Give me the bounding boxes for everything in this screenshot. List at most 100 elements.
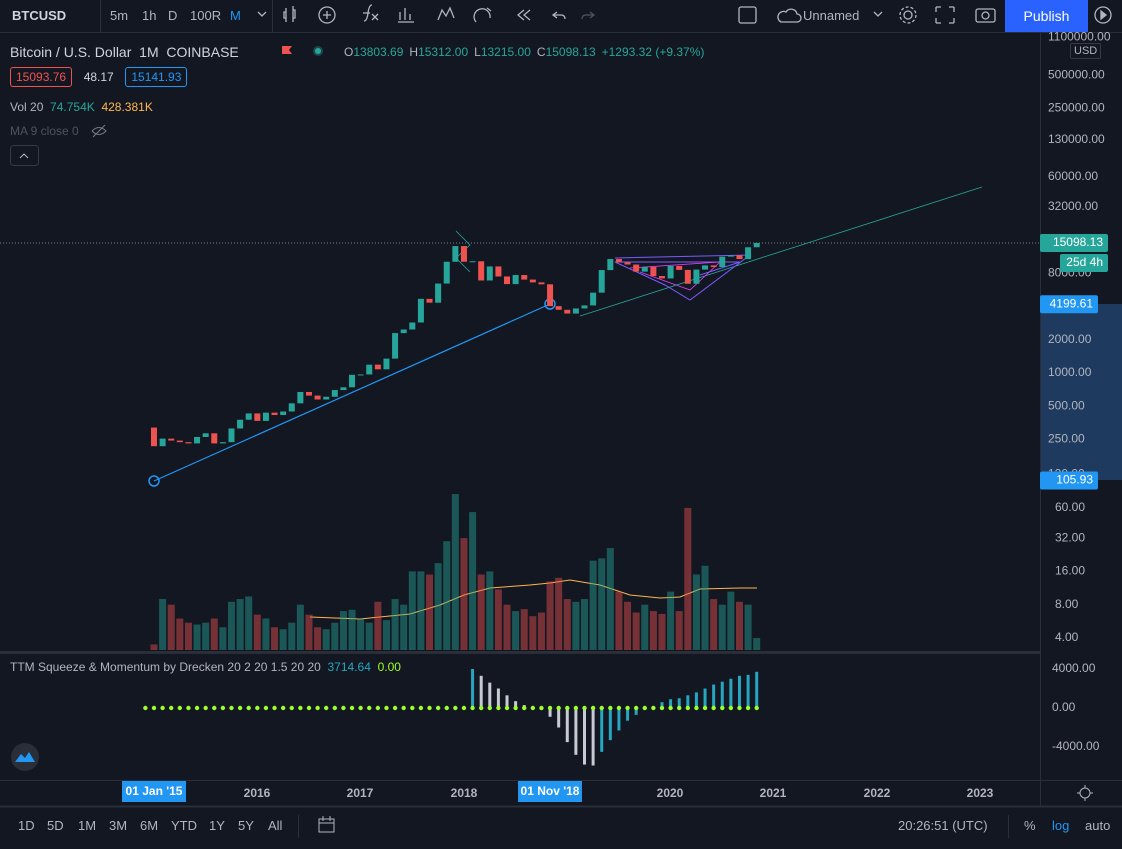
momentum-bar (557, 708, 561, 728)
status-dot (315, 48, 321, 54)
range-button[interactable]: YTD (171, 818, 197, 833)
price-tick-label: 250000.00 (1048, 101, 1105, 115)
interval-button[interactable]: 5m (110, 8, 129, 23)
legend-title: Bitcoin / U.S. Dollar 1M COINBASE (10, 44, 239, 60)
range-button[interactable]: 1D (18, 818, 35, 833)
squeeze-dot (143, 705, 148, 711)
range-button[interactable]: 5Y (238, 818, 254, 833)
candle (245, 413, 252, 420)
trend-handle (148, 475, 160, 487)
publish-button[interactable] (1005, 0, 1088, 32)
layout-name[interactable]: Unnamed (803, 8, 860, 23)
volume-bar (658, 613, 666, 650)
squeeze-dot (177, 705, 183, 711)
volume-bar (374, 601, 382, 650)
candle (443, 261, 450, 284)
squeeze-dot (315, 705, 320, 711)
range-button[interactable]: All (268, 818, 283, 833)
candle (581, 305, 588, 309)
symbol[interactable]: BTCUSD (12, 8, 67, 23)
interval-button[interactable]: D (168, 8, 178, 23)
range-button[interactable]: 6M (140, 818, 159, 833)
squeeze-dot (470, 705, 475, 711)
momentum-bar (565, 708, 569, 743)
volume-bar (512, 611, 520, 650)
candle (469, 261, 476, 263)
range-button[interactable]: 3M (109, 818, 128, 833)
volume-bar (572, 601, 580, 650)
ohlc: O13803.69 H15312.00 L13215.00 C15098.13 +129… (344, 45, 704, 59)
squeeze-dot (694, 705, 699, 711)
volume-bar (675, 611, 683, 650)
volume-bar (322, 629, 330, 650)
percent-toggle[interactable]: % (1024, 818, 1036, 833)
volume-bar (339, 611, 347, 650)
candle (745, 247, 752, 260)
countdown: 25d 4h (1066, 255, 1103, 269)
publish-label[interactable]: Publish (1023, 8, 1070, 24)
candle (736, 255, 743, 260)
volume-bar (305, 614, 313, 650)
ttm-legend: TTM Squeeze & Momentum by Drecken 20 2 2… (10, 660, 401, 674)
auto-toggle[interactable]: auto (1085, 818, 1111, 833)
range-button[interactable]: 1M (78, 818, 97, 833)
squeeze-dot (522, 705, 527, 711)
momentum-bar (583, 708, 586, 765)
candle (564, 309, 571, 314)
squeeze-dot (668, 705, 673, 711)
candle (529, 279, 536, 283)
interval-button[interactable]: 100R (190, 8, 222, 23)
candle (452, 246, 459, 262)
squeeze-dot (513, 705, 518, 711)
spread: 48.17 (83, 70, 114, 84)
volume-bar (288, 622, 296, 650)
year-label: 2022 (864, 786, 891, 800)
squeeze-dot (220, 705, 226, 711)
volume-bar (365, 622, 373, 650)
bid[interactable]: 15093.76 (10, 67, 73, 87)
squeeze-dot (263, 705, 269, 711)
squeeze-dot (384, 705, 389, 711)
trend-line (153, 303, 551, 482)
candle (168, 438, 175, 441)
range-button[interactable]: 5D (47, 818, 64, 833)
volume-bar (348, 609, 356, 650)
momentum-tick-label: 4000.00 (1052, 661, 1096, 675)
interval-button[interactable]: 1h (142, 8, 157, 23)
candle (572, 308, 579, 314)
collapse-button[interactable] (10, 145, 39, 166)
volume-bar (667, 591, 675, 650)
volume-bar (245, 596, 253, 650)
volume-bar (279, 629, 287, 650)
price-label: 105.93 (1056, 473, 1093, 487)
interval-button[interactable]: M (230, 8, 241, 23)
volume-bar (331, 622, 339, 650)
candle (400, 329, 407, 334)
ask[interactable]: 15141.93 (125, 67, 188, 87)
candle (633, 264, 640, 272)
volume-bar (744, 604, 752, 650)
vol-legend: Vol 20 74.754K 428.381K (10, 100, 153, 114)
volume-bar (589, 560, 597, 650)
momentum-bar (686, 695, 690, 708)
squeeze-dot (306, 705, 312, 711)
triangle-pattern (614, 254, 752, 301)
squeeze-dot (194, 705, 200, 711)
range-button[interactable]: 1Y (209, 818, 225, 833)
volume-bar (202, 622, 210, 650)
squeeze-dot (151, 705, 157, 711)
momentum-bar (729, 678, 733, 708)
log-toggle[interactable]: log (1052, 818, 1070, 833)
price-label-box (1040, 295, 1098, 314)
currency[interactable]: USD (1070, 43, 1102, 59)
candle (314, 395, 321, 400)
candle (486, 266, 493, 281)
candle (504, 276, 511, 285)
momentum-bar (634, 708, 638, 715)
squeeze-dot (375, 705, 381, 711)
candle (417, 298, 424, 323)
candle (727, 255, 734, 257)
squeeze-dot (186, 705, 191, 711)
gear-icon (1077, 785, 1093, 801)
vol-value: 74.754K (50, 100, 95, 114)
